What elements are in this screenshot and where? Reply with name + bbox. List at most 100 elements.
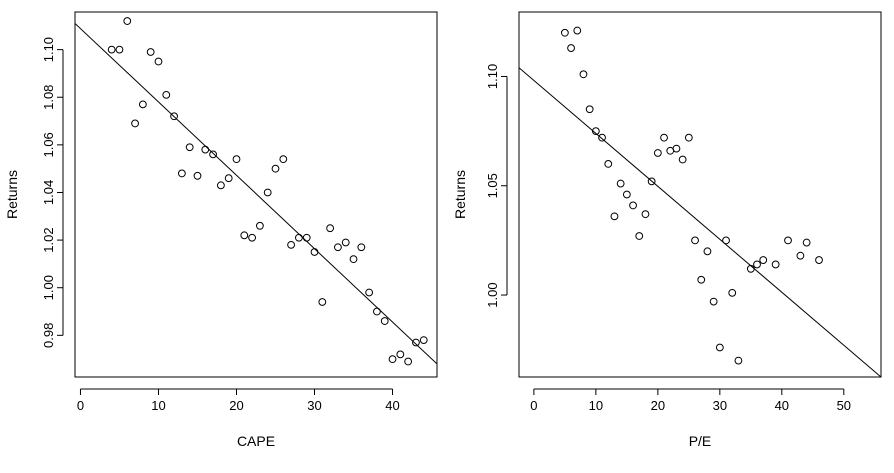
x-tick-label: 40 xyxy=(775,398,789,413)
y-tick-label: 1.00 xyxy=(485,282,500,307)
data-point xyxy=(240,231,249,240)
data-point xyxy=(263,188,272,197)
x-tick-label: 10 xyxy=(151,398,165,413)
data-point xyxy=(629,201,637,210)
y-axis-label: Returns xyxy=(452,170,468,219)
data-point xyxy=(697,275,706,284)
data-point xyxy=(715,343,724,352)
data-point xyxy=(248,233,256,242)
data-point xyxy=(404,357,413,366)
data-point xyxy=(107,45,116,54)
data-point xyxy=(653,149,662,157)
data-point xyxy=(279,155,288,164)
data-point xyxy=(412,338,420,347)
data-point xyxy=(224,174,233,183)
cape-returns-plot: 0 10 20 30 40 0.98 1.00 1.02 1.04 1.06 1.08 1.10 CAP… xyxy=(4,11,438,449)
data-point xyxy=(672,144,681,153)
y-tick-label: 1.10 xyxy=(485,64,500,89)
x-tick-label: 30 xyxy=(713,398,727,413)
data-point xyxy=(771,260,780,269)
data-point xyxy=(622,190,631,199)
y-tick-label: 1.05 xyxy=(485,173,500,198)
x-tick-label: 20 xyxy=(229,398,243,413)
y-tick-label: 1.06 xyxy=(41,132,56,157)
data-point xyxy=(131,119,139,128)
data-point xyxy=(115,45,124,54)
x-tick-label: 50 xyxy=(837,398,851,413)
data-point xyxy=(598,133,606,142)
data-point xyxy=(216,181,225,190)
y-tick-label: 1.04 xyxy=(41,180,56,205)
data-point xyxy=(177,169,186,178)
data-point xyxy=(185,143,194,152)
data-point xyxy=(201,145,210,154)
data-point xyxy=(388,355,397,364)
data-point xyxy=(684,133,693,142)
data-point xyxy=(815,256,823,264)
data-point xyxy=(138,100,147,109)
data-point xyxy=(703,247,712,256)
data-point xyxy=(660,133,668,142)
data-point xyxy=(287,240,296,249)
x-tick-label: 0 xyxy=(77,398,84,413)
data-point xyxy=(691,236,699,245)
data-point xyxy=(380,317,389,325)
y-tick-label: 1.02 xyxy=(41,227,56,252)
data-point xyxy=(419,336,428,344)
data-point xyxy=(326,224,335,233)
data-point xyxy=(365,288,374,297)
y-axis-label: Returns xyxy=(4,170,20,219)
regression-line xyxy=(519,67,881,377)
data-point xyxy=(334,243,342,252)
data-point xyxy=(722,236,730,245)
data-point xyxy=(170,112,178,121)
data-point xyxy=(373,307,381,316)
x-tick-label: 10 xyxy=(589,398,603,413)
y-tick-label: 0.98 xyxy=(41,323,56,348)
data-point xyxy=(604,160,613,168)
data-point xyxy=(734,356,743,365)
data-point xyxy=(567,44,575,52)
data-point xyxy=(591,127,600,136)
data-point xyxy=(310,248,319,256)
y-tick-label: 1.10 xyxy=(41,37,56,62)
x-tick-label: 20 xyxy=(651,398,665,413)
data-point xyxy=(728,288,737,297)
data-point xyxy=(796,251,805,260)
data-point xyxy=(579,70,588,79)
data-point xyxy=(647,177,656,186)
data-point xyxy=(746,264,755,273)
data-point xyxy=(349,255,358,264)
data-point xyxy=(295,233,303,242)
data-point xyxy=(759,256,768,264)
data-point xyxy=(573,26,582,35)
data-point xyxy=(560,28,569,37)
y-tick-label: 1.08 xyxy=(41,85,56,110)
y-tick-label: 1.00 xyxy=(41,275,56,300)
data-point xyxy=(302,233,311,242)
data-point xyxy=(256,221,264,230)
data-point xyxy=(154,57,163,66)
data-point xyxy=(193,171,202,180)
data-point xyxy=(641,210,650,219)
data-point xyxy=(616,179,625,188)
data-point xyxy=(341,238,350,247)
data-point xyxy=(678,155,687,164)
data-point xyxy=(232,155,241,164)
data-point xyxy=(784,236,792,245)
plot-frame xyxy=(518,11,882,378)
x-tick-label: 30 xyxy=(307,398,321,413)
data-point xyxy=(162,90,171,99)
data-point xyxy=(318,298,327,306)
data-point xyxy=(271,164,280,173)
data-point xyxy=(146,48,155,56)
data-point xyxy=(635,232,644,240)
data-point xyxy=(709,297,718,306)
data-point xyxy=(396,350,405,359)
x-tick-label: 0 xyxy=(530,398,537,413)
pe-returns-plot: 0 10 20 30 40 50 1.00 1.05 1.10 P/E Returns xyxy=(452,11,882,449)
x-axis-label: P/E xyxy=(689,433,712,449)
x-tick-label: 40 xyxy=(385,398,399,413)
data-point xyxy=(357,243,366,252)
